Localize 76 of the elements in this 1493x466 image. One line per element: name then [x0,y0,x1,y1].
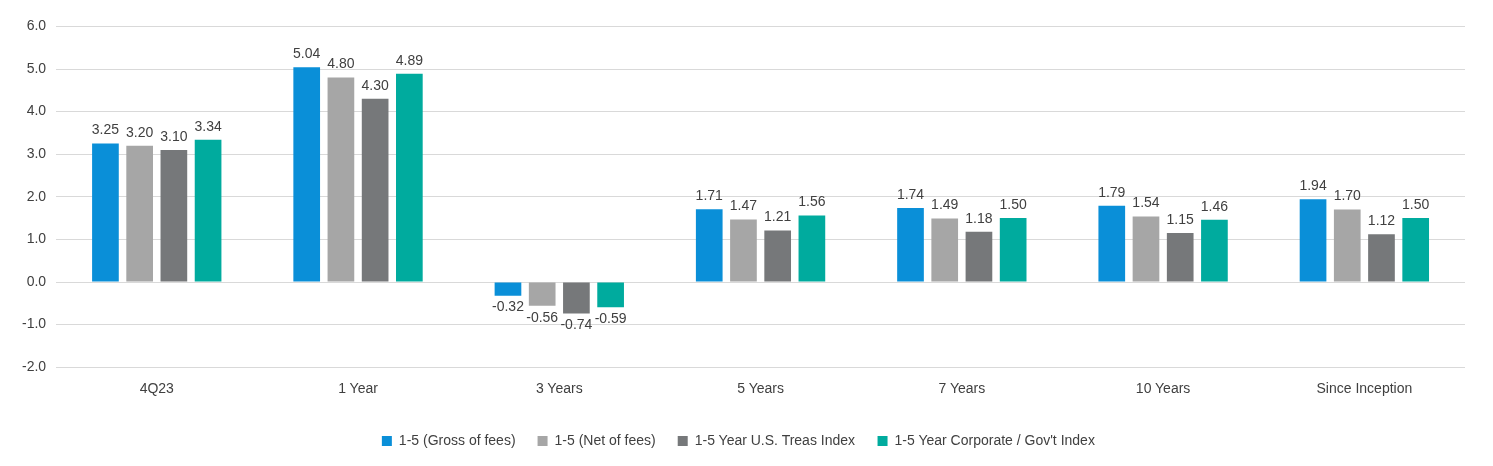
bar [1201,219,1228,282]
data-label: 1.71 [695,187,724,204]
legend-label: 1-5 (Gross of fees) [398,431,516,448]
data-label: 4.30 [361,76,389,93]
data-label: 1.50 [1402,195,1430,212]
legend-label: 1-5 Year U.S. Treas Index [694,431,856,448]
bar [1402,218,1430,282]
y-tick-label: 5.0 [26,59,47,76]
data-label: -0.74 [560,316,593,333]
bar [126,145,153,282]
bar [1333,209,1361,282]
data-label: 3.34 [194,117,222,134]
y-tick-label: 1.0 [26,230,47,247]
data-label: 1.74 [896,185,925,202]
y-tick-label: 3.0 [26,145,47,162]
data-label: 1.47 [729,197,758,214]
x-tick-label: 3 Years [535,380,583,397]
data-label: -0.56 [526,308,559,325]
y-tick-label: -1.0 [22,315,47,332]
data-label: 3.20 [126,123,154,140]
data-label: -0.59 [594,309,627,326]
bar [361,98,389,282]
bar [695,209,723,282]
bar [92,143,119,282]
data-label: 5.04 [293,45,321,62]
bar [396,73,423,282]
data-label: 3.10 [160,127,188,144]
data-label: 1.49 [931,196,959,213]
bar [1299,199,1327,282]
x-tick-label: 1 Year [338,380,379,397]
bar [965,231,993,282]
data-label: 1.46 [1200,197,1229,214]
data-label: 1.21 [764,208,792,225]
bar [1166,233,1194,282]
bar [730,219,757,282]
bar [494,282,522,296]
data-label: 4.80 [327,55,355,72]
x-tick-label: 10 Years [1135,380,1191,397]
data-label: 4.89 [395,51,424,68]
data-label: 1.70 [1333,187,1362,204]
bar [999,218,1027,282]
data-label: 1.15 [1166,210,1195,227]
bar [798,215,826,282]
bar [327,77,355,282]
bar [1098,205,1126,282]
x-tick-label: Since Inception [1316,380,1413,397]
data-label: 1.12 [1367,212,1396,229]
bar [160,149,188,282]
x-tick-label: 5 Years [737,380,784,397]
bar [764,230,792,282]
data-label: 1.79 [1098,183,1126,200]
y-tick-label: 4.0 [26,102,47,119]
bar [1132,216,1160,282]
data-label: 1.18 [965,209,993,226]
y-tick-label: 6.0 [26,17,47,34]
bar [897,207,924,282]
data-label: 1.54 [1132,194,1160,211]
bar [528,282,556,306]
y-tick-label: 2.0 [26,187,47,204]
bar [563,282,590,314]
bar [931,218,959,282]
legend-label: 1-5 (Net of fees) [554,431,656,448]
data-label: 1.50 [999,195,1027,212]
data-label: -0.32 [492,298,525,315]
y-tick-label: -2.0 [22,358,47,375]
y-tick-label: 0.0 [26,272,47,289]
bar [293,67,321,282]
x-tick-label: 4Q23 [139,380,175,397]
bar [597,282,624,308]
data-label: 1.94 [1299,177,1327,194]
legend-label: 1-5 Year Corporate / Gov't Index [894,431,1095,448]
data-label: 1.56 [798,193,826,210]
x-tick-label: 7 Years [938,380,986,397]
data-label: 3.25 [91,121,120,138]
bar [1368,234,1395,282]
bar [194,139,222,282]
